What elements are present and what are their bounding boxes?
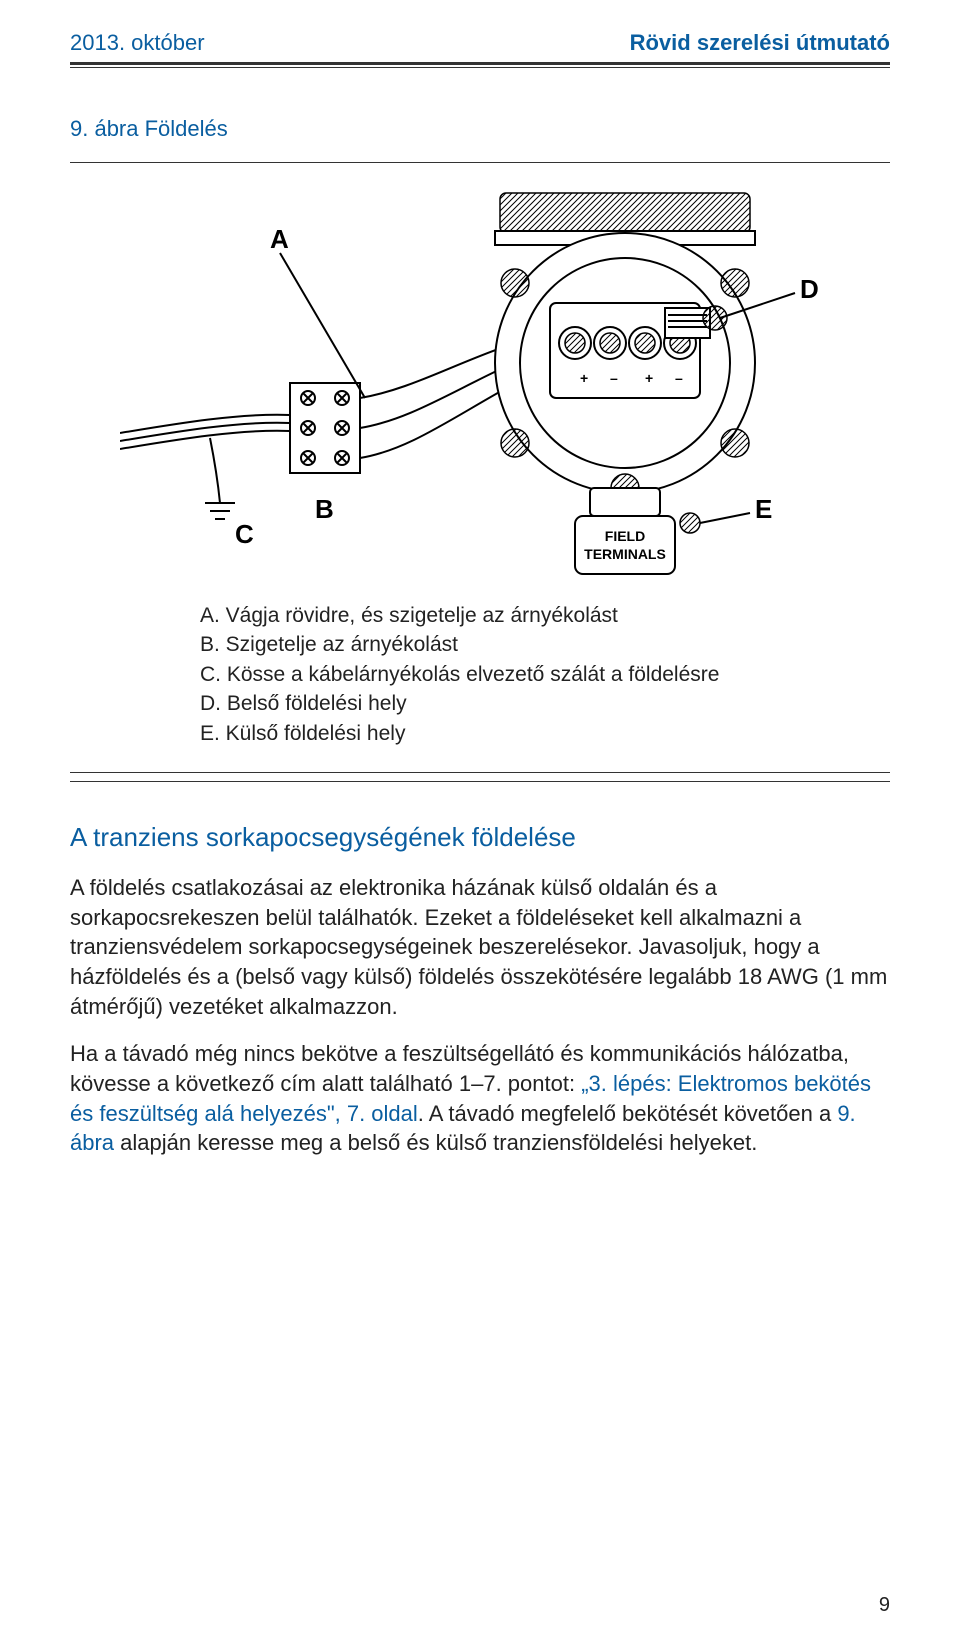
paragraph-1: A földelés csatlakozásai az elektronika … <box>70 873 890 1021</box>
label-c: C <box>235 519 254 549</box>
svg-text:–: – <box>675 370 683 386</box>
legend-a: A. Vágja rövidre, és szigetelje az árnyé… <box>200 601 890 630</box>
header-doc-title: Rövid szerelési útmutató <box>630 30 890 56</box>
label-b: B <box>315 494 334 524</box>
para2-mid: . A távadó megfelelő bekötését követően … <box>418 1101 838 1126</box>
figure-bottom-rule <box>70 781 890 782</box>
svg-text:+: + <box>580 370 588 386</box>
svg-text:–: – <box>610 370 618 386</box>
header-rule-thin <box>70 67 890 68</box>
header-rule-thick <box>70 62 890 65</box>
label-a: A <box>270 224 289 254</box>
header-date: 2013. október <box>70 30 205 56</box>
legend-d: D. Belső földelési hely <box>200 689 890 718</box>
figure-container: + – + – FIELD TERMINALS A B C D E A. Vág… <box>70 162 890 773</box>
figure-title: 9. ábra Földelés <box>70 116 890 142</box>
label-e: E <box>755 494 772 524</box>
legend-b: B. Szigetelje az árnyékolást <box>200 630 890 659</box>
figure-legend: A. Vágja rövidre, és szigetelje az árnyé… <box>70 601 890 748</box>
legend-c: C. Kösse a kábelárnyékolás elvezető szál… <box>200 660 890 689</box>
svg-text:+: + <box>645 370 653 386</box>
legend-e: E. Külső földelési hely <box>200 719 890 748</box>
field-terminals-text-1: FIELD <box>605 528 645 544</box>
label-d: D <box>800 274 819 304</box>
field-terminals-text-2: TERMINALS <box>584 546 666 562</box>
paragraph-2: Ha a távadó még nincs bekötve a feszülts… <box>70 1039 890 1158</box>
para2-post: alapján keresse meg a belső és külső tra… <box>114 1130 757 1155</box>
grounding-diagram: + – + – FIELD TERMINALS A B C D E <box>120 183 840 583</box>
page-number: 9 <box>879 1594 890 1617</box>
section-title: A tranziens sorkapocsegységének földelés… <box>70 822 890 853</box>
